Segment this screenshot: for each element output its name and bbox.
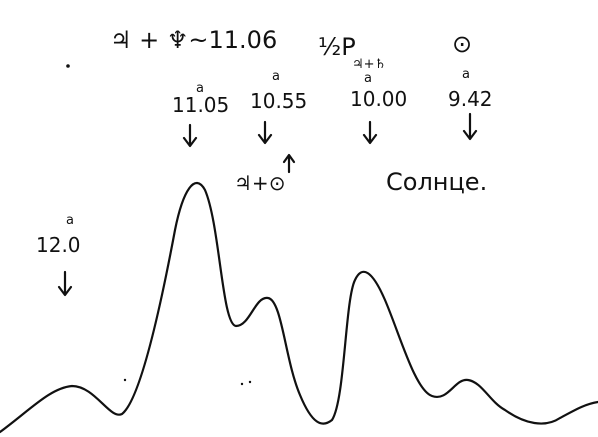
annotation-label: 10.55 <box>250 89 307 113</box>
dot <box>124 379 126 381</box>
annotation-sup: a <box>272 69 280 84</box>
dot <box>249 381 251 383</box>
arrow <box>59 272 71 295</box>
page: {"header": {"title": "♃ + ♆~11.06", "for… <box>0 0 598 437</box>
arrow <box>259 122 271 143</box>
annotation-label: 9.42 <box>448 87 493 111</box>
curve <box>0 183 598 432</box>
dot <box>241 383 243 385</box>
annotation-sup: a <box>364 71 372 86</box>
arrow <box>184 125 196 146</box>
formula-subscript: ♃+♄ <box>352 57 386 72</box>
sun-symbol: ⊙ <box>452 30 472 58</box>
arrow <box>464 114 476 139</box>
title: ♃ + ♆~11.06 <box>110 26 277 54</box>
annotation-sup: a <box>66 213 74 228</box>
annotation-label: 12.0 <box>36 233 81 257</box>
conjunction: ♃+⊙ <box>234 171 285 195</box>
annotation-label: 11.05 <box>172 93 229 117</box>
sketch: ♃ + ♆~11.06 ½P ♃+♄ ⊙ a 11.05 a 10.55 a 1… <box>0 0 598 437</box>
dot <box>66 64 70 68</box>
formula: ½P <box>318 33 356 61</box>
note: Солнце. <box>386 168 487 196</box>
arrow <box>284 155 294 172</box>
arrow <box>364 122 376 143</box>
annotation-sup: a <box>462 67 470 82</box>
annotation-label: 10.00 <box>350 87 407 111</box>
